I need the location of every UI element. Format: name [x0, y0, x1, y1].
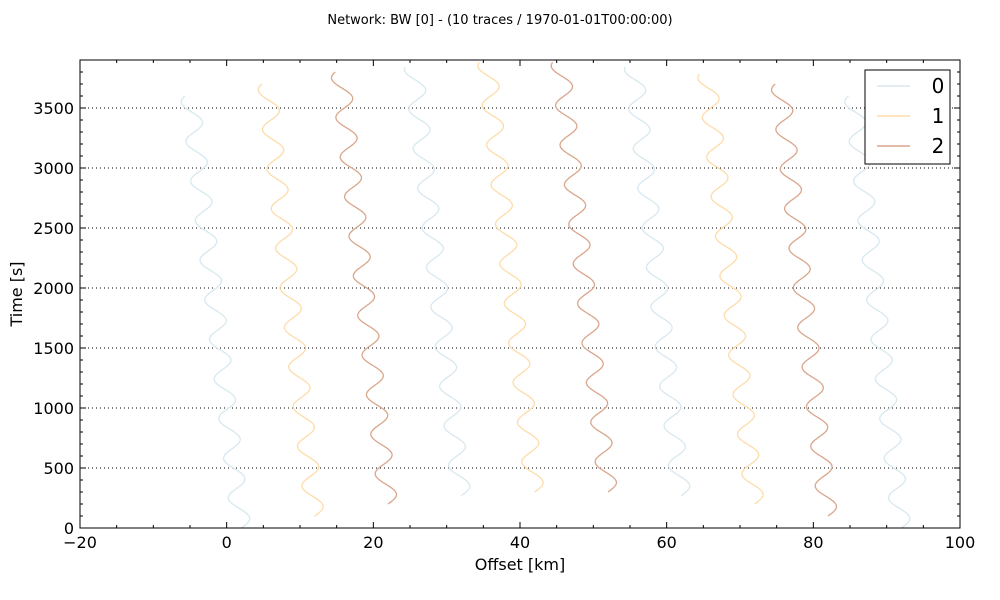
y-tick-label-3: 1500 [33, 339, 74, 358]
trace-line-9 [844, 95, 911, 529]
x-axis: −20 0 20 40 60 80 100 [63, 60, 975, 552]
y-tick-label-7: 3500 [33, 99, 74, 118]
x-tick-label-3: 40 [510, 533, 530, 552]
y-tick-label-2: 1000 [33, 399, 74, 418]
trace-group [180, 62, 911, 529]
x-tick-label-1: 0 [222, 533, 232, 552]
x-tick-label-2: 20 [363, 533, 383, 552]
trace-line-6 [623, 66, 691, 497]
legend-label-1: 1 [932, 104, 945, 128]
x-tick-label-5: 80 [803, 533, 823, 552]
trace-line-7 [697, 74, 764, 505]
trace-line-2 [330, 71, 398, 505]
legend-label-2: 2 [932, 134, 945, 158]
y-tick-label-6: 3000 [33, 159, 74, 178]
y-axis-label: Time [s] [7, 261, 26, 327]
trace-line-1 [257, 83, 324, 517]
trace-line-4 [477, 62, 544, 493]
chart-title: Network: BW [0] - (10 traces / 1970-01-0… [327, 13, 672, 28]
x-tick-label-6: 100 [945, 533, 976, 552]
y-tick-label-5: 2500 [33, 219, 74, 238]
y-tick-label-1: 500 [43, 459, 74, 478]
x-tick-label-4: 60 [656, 533, 676, 552]
x-axis-label: Offset [km] [475, 555, 566, 574]
trace-line-0 [180, 95, 251, 529]
trace-line-3 [403, 66, 471, 497]
legend-label-0: 0 [932, 74, 945, 98]
y-tick-label-4: 2000 [33, 279, 74, 298]
x-tick-label-0: −20 [63, 533, 97, 552]
y-axis: 0 500 1000 1500 2000 2500 3000 3500 [33, 71, 960, 538]
y-tick-label-0: 0 [64, 519, 74, 538]
trace-line-8 [770, 83, 838, 517]
legend: 0 1 2 [864, 69, 951, 165]
trace-line-5 [550, 62, 618, 493]
